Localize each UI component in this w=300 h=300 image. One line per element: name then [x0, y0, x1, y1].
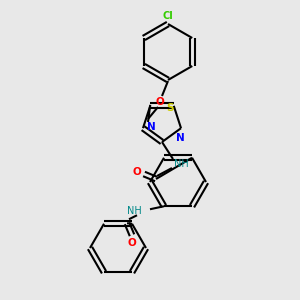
- Text: O: O: [128, 238, 136, 248]
- Text: NH: NH: [127, 206, 142, 216]
- Text: Cl: Cl: [163, 11, 173, 21]
- Text: S: S: [166, 103, 173, 113]
- Text: N: N: [147, 122, 156, 132]
- Text: O: O: [132, 167, 141, 177]
- Text: NH: NH: [174, 159, 189, 169]
- Text: O: O: [156, 97, 164, 107]
- Text: N: N: [176, 133, 184, 143]
